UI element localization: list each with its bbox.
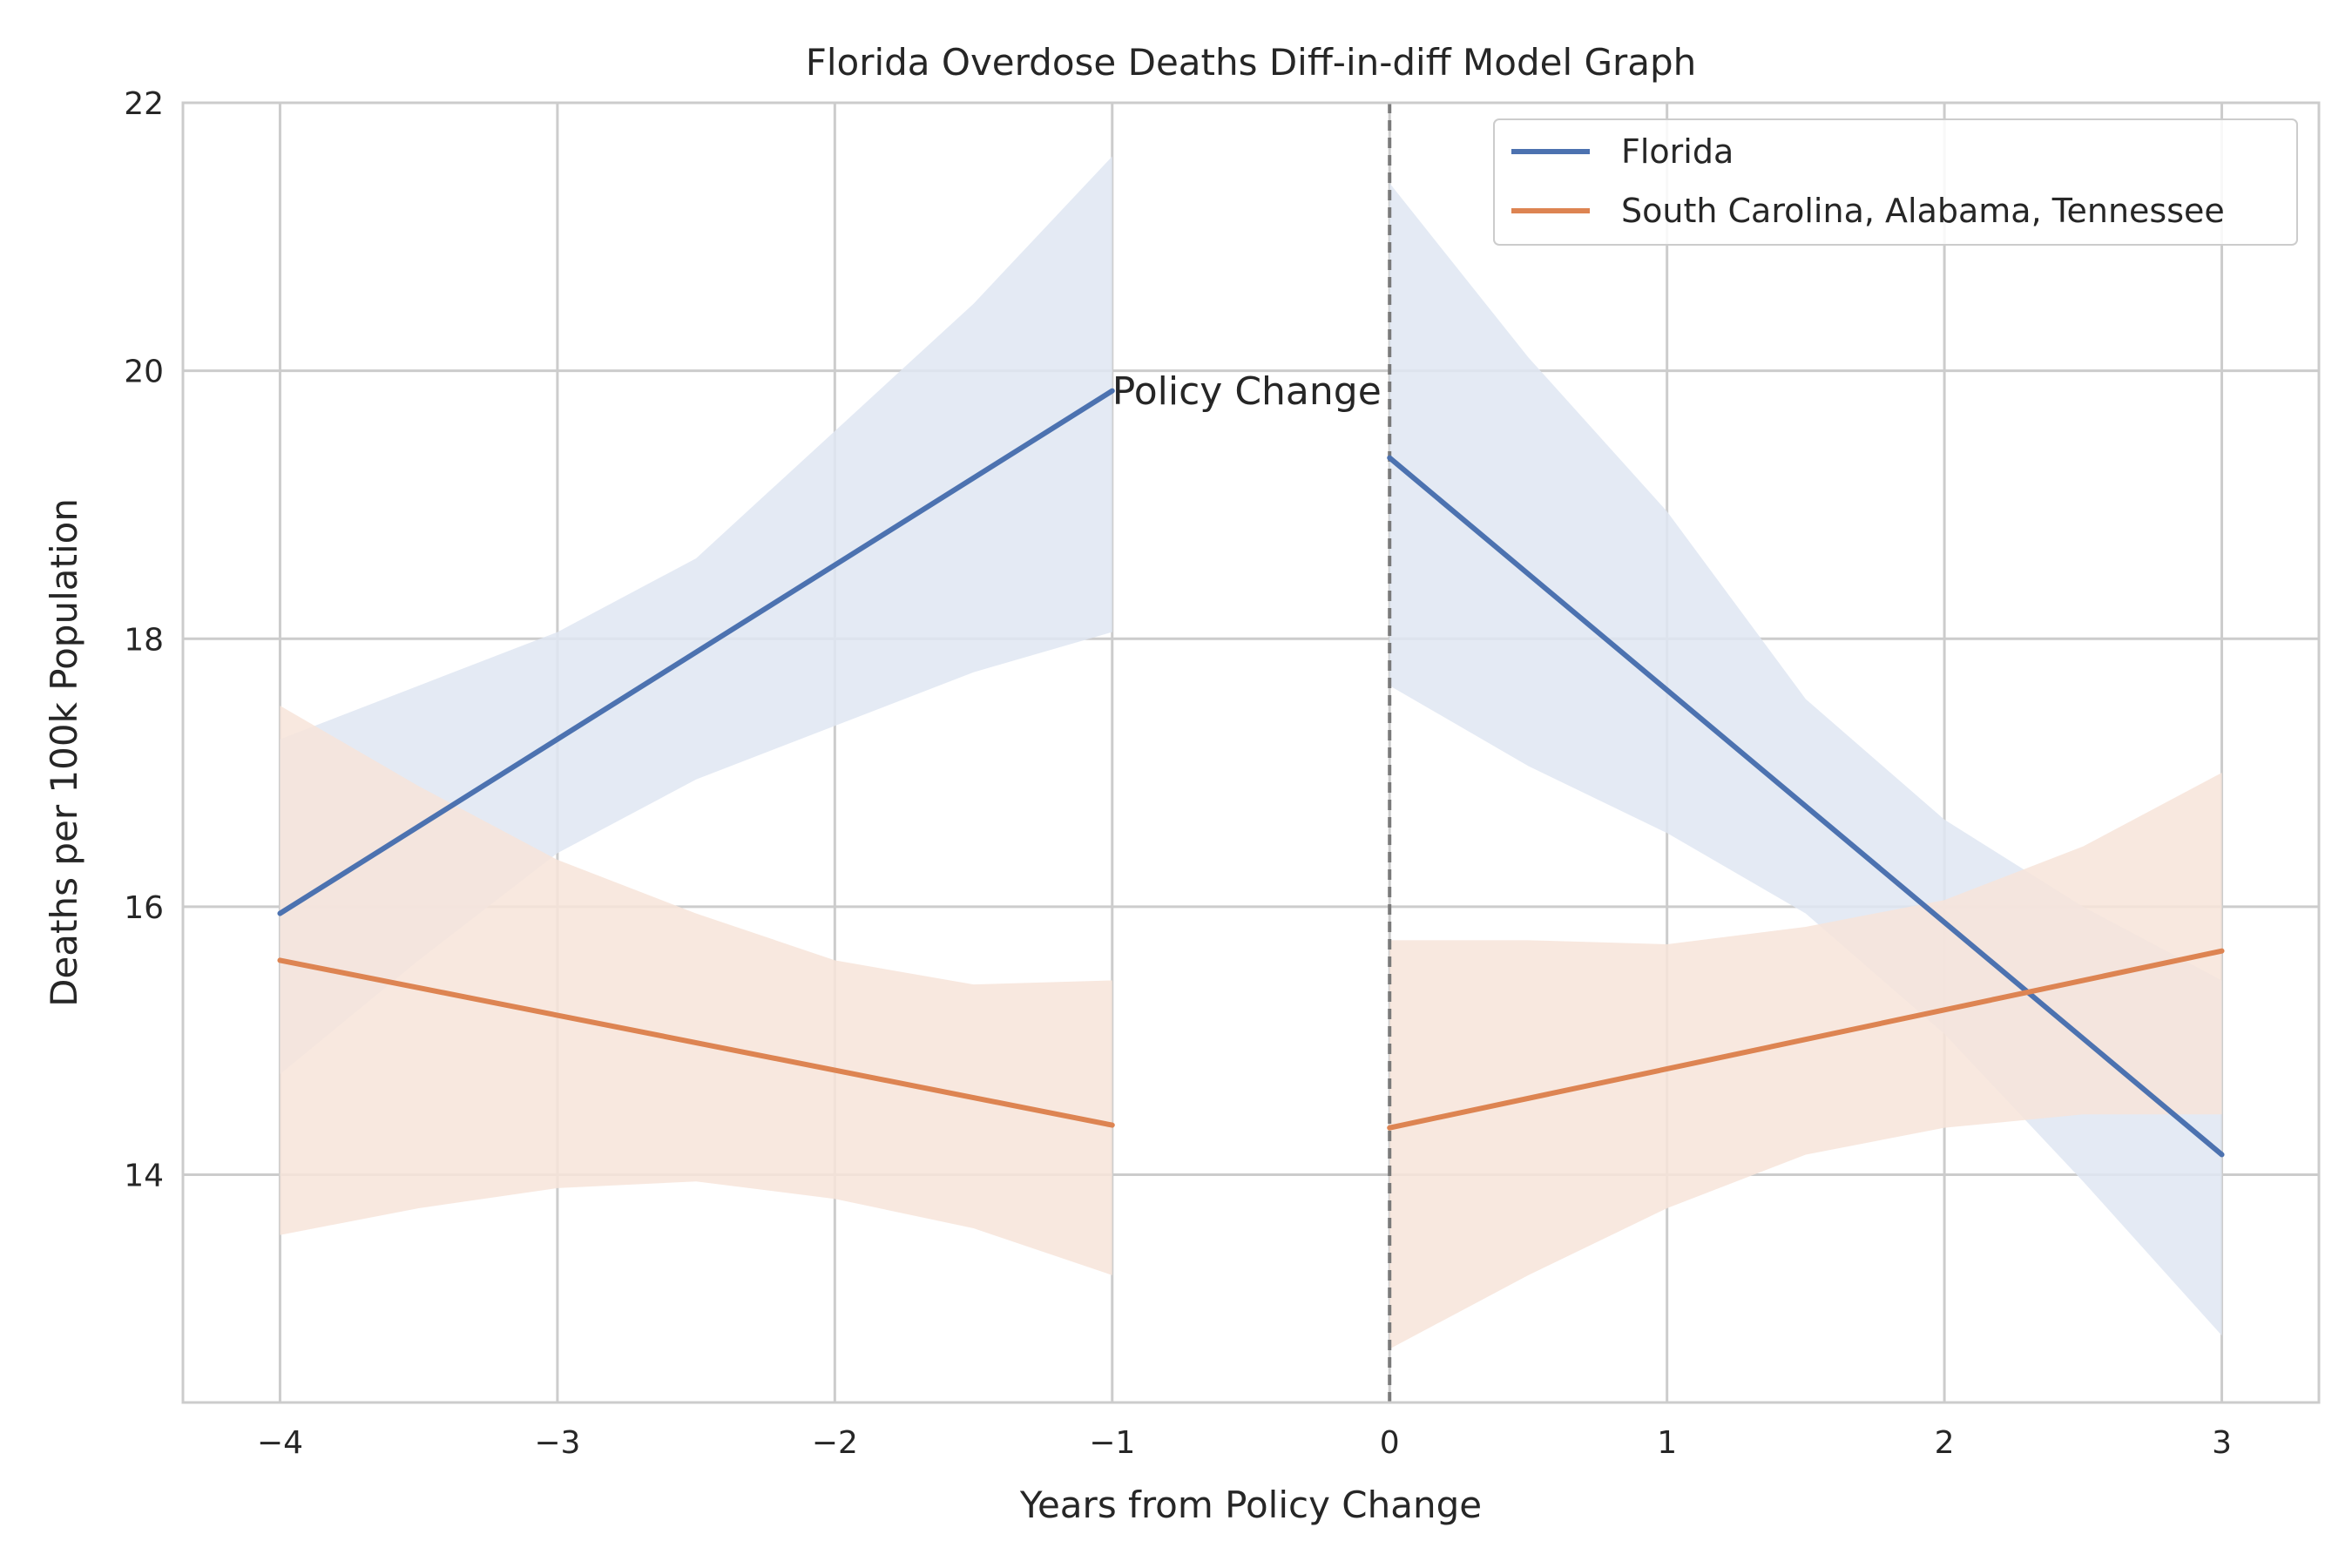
x-tick-label: 2 bbox=[1935, 1425, 1955, 1461]
legend-label-florida: Florida bbox=[1621, 132, 1734, 171]
x-tick-label: 0 bbox=[1380, 1425, 1400, 1461]
comparison-confidence-band bbox=[1389, 773, 2222, 1349]
x-tick-label: −3 bbox=[534, 1425, 580, 1461]
chart-title: Florida Overdose Deaths Diff-in-diff Mod… bbox=[806, 41, 1697, 84]
x-tick-label: −2 bbox=[812, 1425, 858, 1461]
legend: Florida South Carolina, Alabama, Tenness… bbox=[1493, 118, 2298, 246]
x-tick-label: 3 bbox=[2212, 1425, 2232, 1461]
florida-trend-line bbox=[277, 388, 1115, 916]
y-tick-label: 20 bbox=[124, 355, 164, 390]
legend-box bbox=[1493, 118, 2298, 246]
y-axis-label: Deaths per 100k Population bbox=[43, 498, 85, 1007]
confidence-bands bbox=[280, 156, 2222, 1349]
y-tick-label: 18 bbox=[124, 622, 164, 658]
florida-trend-line bbox=[1387, 455, 2225, 1158]
comparison-trend-line bbox=[277, 957, 1115, 1128]
y-tick-label: 14 bbox=[124, 1159, 164, 1194]
tick-labels: −4 −3 −2 −1 0 1 2 3 14 16 18 20 22 bbox=[124, 86, 2232, 1461]
x-tick-label: 1 bbox=[1657, 1425, 1677, 1461]
x-tick-label: −1 bbox=[1089, 1425, 1135, 1461]
y-tick-label: 16 bbox=[124, 890, 164, 926]
series-lines bbox=[277, 388, 2225, 1158]
policy-change-annotation: Policy Change bbox=[1112, 369, 1382, 414]
y-tick-label: 22 bbox=[124, 86, 164, 122]
plot-frame bbox=[181, 101, 2321, 1404]
legend-label-comparison-states: South Carolina, Alabama, Tennessee bbox=[1621, 192, 2225, 230]
comparison-confidence-band bbox=[280, 706, 1112, 1275]
comparison-trend-line bbox=[1387, 948, 2225, 1131]
x-axis-label: Years from Policy Change bbox=[1019, 1484, 1482, 1526]
x-tick-label: −4 bbox=[257, 1425, 303, 1461]
